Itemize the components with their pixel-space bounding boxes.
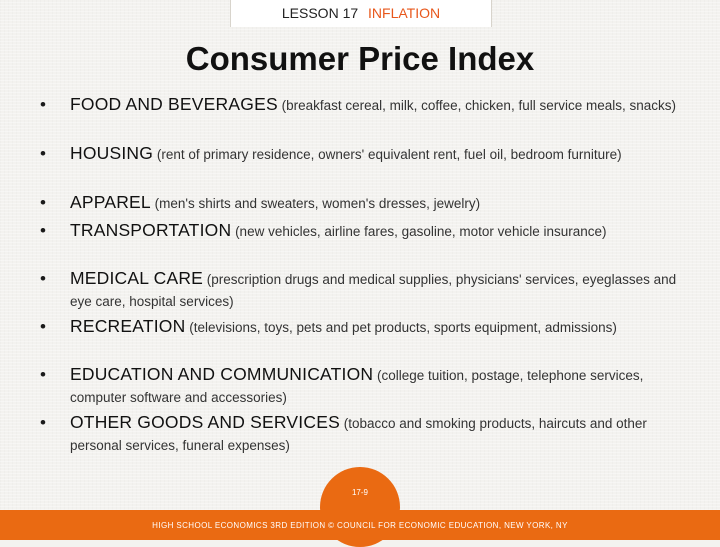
bullet: • — [40, 317, 46, 336]
footer-credit: HIGH SCHOOL ECONOMICS 3RD EDITION © COUN… — [152, 521, 568, 530]
list-item-text: OTHER GOODS AND SERVICES (tobacco and sm… — [70, 411, 680, 457]
list-item-text: FOOD AND BEVERAGES (breakfast cereal, mi… — [70, 93, 680, 117]
category-description: (men's shirts and sweaters, women's dres… — [154, 196, 481, 211]
bullet: • — [40, 365, 46, 384]
category-description: (breakfast cereal, milk, coffee, chicken… — [281, 98, 676, 113]
category-name: OTHER GOODS AND SERVICES — [70, 412, 340, 432]
category-description: (rent of primary residence, owners' equi… — [156, 147, 622, 162]
category-description: (college tuition, postage, telephone ser… — [70, 368, 644, 405]
list-item-text: HOUSING (rent of primary residence, owne… — [70, 142, 680, 166]
category-description: (prescription drugs and medical supplies… — [70, 272, 677, 309]
slide-title: Consumer Price Index — [185, 40, 535, 77]
category-description: (tobacco and smoking products, haircuts … — [70, 416, 647, 453]
category-description: (televisions, toys, pets and pet product… — [189, 320, 617, 335]
bullet: • — [40, 95, 46, 114]
list-item-text: EDUCATION AND COMMUNICATION (college tui… — [70, 363, 680, 409]
bullet: • — [40, 269, 46, 288]
category-name: TRANSPORTATION — [70, 220, 232, 240]
list-item-text: MEDICAL CARE (prescription drugs and med… — [70, 267, 680, 313]
lesson-number: LESSON 17 — [281, 5, 359, 21]
footer-bar — [0, 510, 720, 540]
category-description: (new vehicles, airline fares, gasoline, … — [235, 224, 607, 239]
lesson-topic: INFLATION — [368, 5, 441, 21]
category-name: MEDICAL CARE — [70, 268, 204, 288]
bullet: • — [40, 413, 46, 432]
bullet: • — [40, 193, 46, 212]
category-name: FOOD AND BEVERAGES — [70, 94, 278, 114]
page-number: 17-9 — [351, 488, 368, 497]
list-item-text: APPAREL (men's shirts and sweaters, wome… — [70, 191, 680, 215]
category-name: RECREATION — [70, 316, 186, 336]
category-name: HOUSING — [70, 143, 154, 163]
category-name: APPAREL — [70, 192, 151, 212]
lesson-header: LESSON 17 INFLATION — [230, 0, 492, 27]
list-item-text: RECREATION (televisions, toys, pets and … — [70, 315, 680, 339]
bullet: • — [40, 144, 46, 163]
category-name: EDUCATION AND COMMUNICATION — [70, 364, 374, 384]
bullet: • — [40, 221, 46, 240]
list-item-text: TRANSPORTATION (new vehicles, airline fa… — [70, 219, 680, 243]
